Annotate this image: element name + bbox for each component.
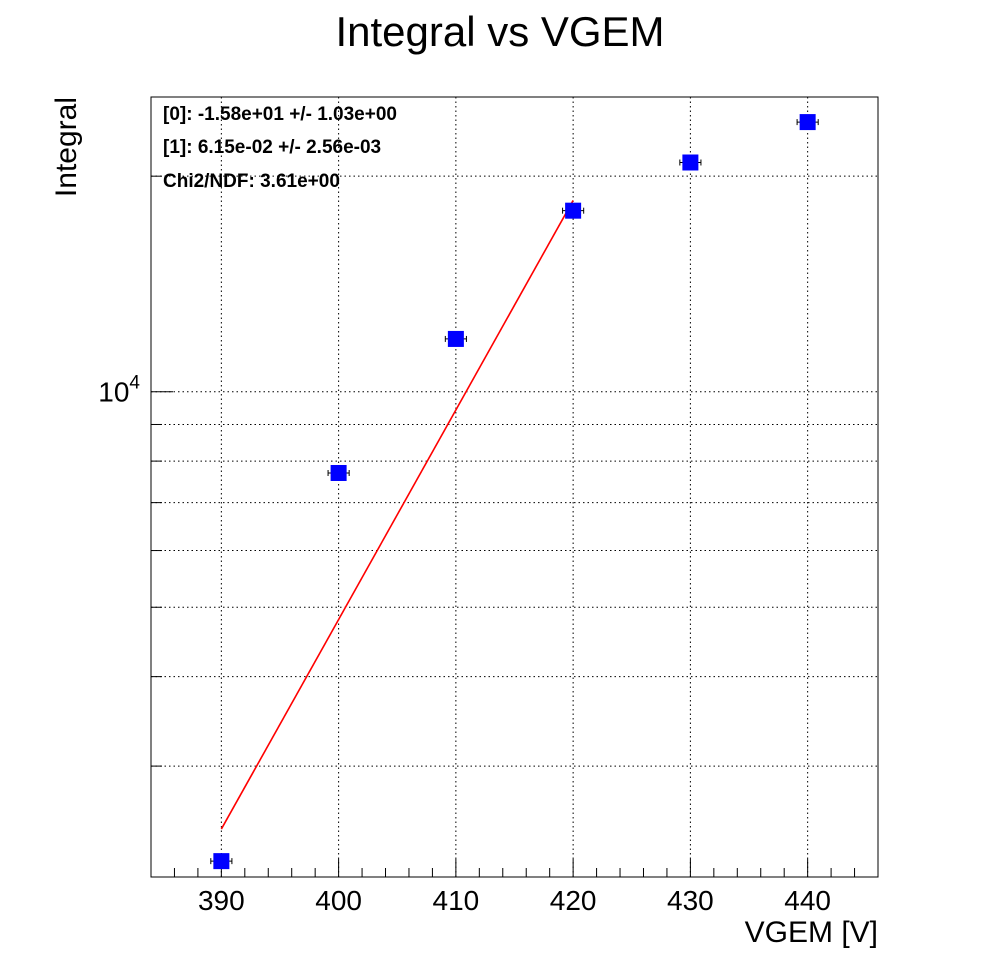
plot-frame — [150, 96, 879, 878]
y-axis: 104 — [98, 175, 173, 767]
x-axis-title: VGEM [V] — [745, 916, 878, 949]
y-axis-title: Integral — [50, 97, 83, 197]
data-point — [565, 202, 582, 219]
data-point — [447, 330, 464, 347]
data-points — [210, 114, 819, 870]
y-tick-label: 104 — [98, 373, 140, 408]
data-point — [799, 114, 816, 131]
fit-function — [220, 200, 574, 830]
fit-line — [220, 200, 574, 830]
chart-title: Integral vs VGEM — [335, 8, 664, 55]
x-tick-label: 430 — [667, 885, 714, 916]
x-tick-label: 410 — [433, 885, 480, 916]
fit-param-0: [0]: -1.58e+01 +/- 1.03e+00 — [163, 104, 397, 125]
x-tick-label: 440 — [784, 885, 831, 916]
x-tick-label: 390 — [198, 885, 245, 916]
data-point — [682, 154, 699, 171]
x-axis: 390 400 410 420 430 440 — [150, 859, 879, 916]
fit-chi2-ndf: Chi2/NDF: 3.61e+00 — [163, 171, 340, 192]
fit-param-1: [1]: 6.15e-02 +/- 2.56e-03 — [163, 137, 381, 158]
data-point — [213, 853, 230, 870]
fit-stats-box: [0]: -1.58e+01 +/- 1.03e+00 [1]: 6.15e-0… — [163, 104, 397, 192]
x-tick-label: 400 — [315, 885, 362, 916]
x-tick-label: 420 — [550, 885, 597, 916]
data-point — [330, 464, 347, 481]
